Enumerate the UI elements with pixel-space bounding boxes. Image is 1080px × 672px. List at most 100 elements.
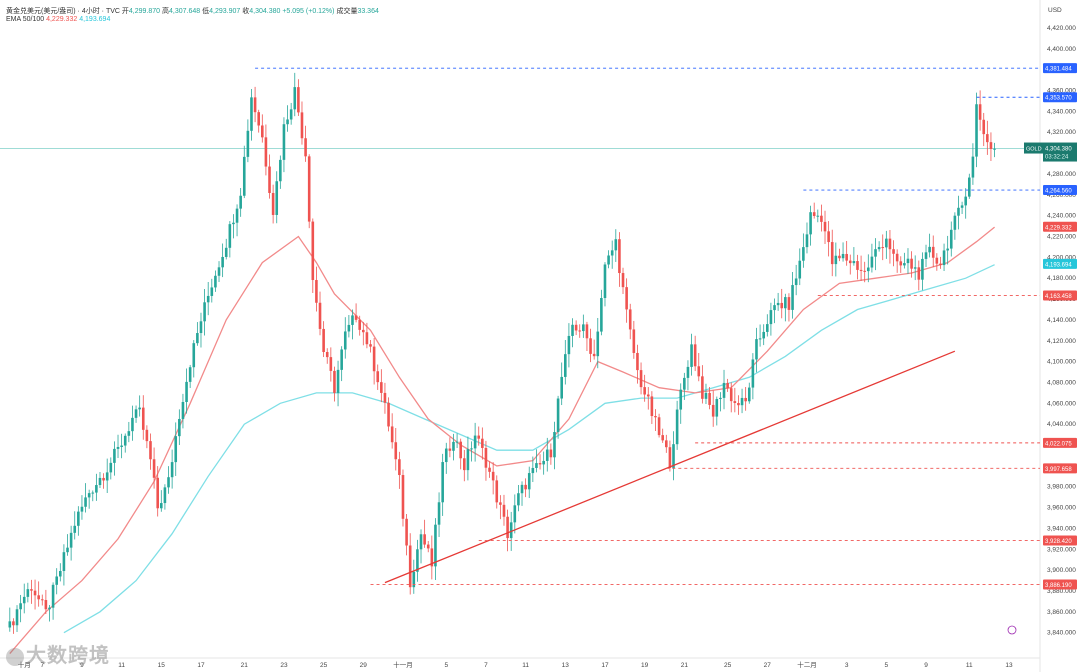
- candle-body: [542, 460, 545, 465]
- candle-body: [982, 119, 986, 135]
- y-tick-label: 4,340.000: [1047, 108, 1076, 115]
- y-tick-label: 3,980.000: [1047, 484, 1076, 491]
- y-tick-label: 4,060.000: [1047, 400, 1076, 407]
- y-tick-label: 3,880.000: [1047, 588, 1076, 595]
- ema-legend[interactable]: EMA 50/100 4,229.332 4,193.694: [6, 16, 110, 23]
- candle-body: [917, 267, 921, 280]
- candle-body: [387, 402, 390, 427]
- candle-body: [867, 267, 870, 272]
- candle-body: [701, 376, 704, 399]
- candle-body: [946, 248, 949, 251]
- candle-body: [77, 511, 80, 526]
- candle-body: [567, 335, 571, 355]
- y-tick-label: 4,100.000: [1047, 359, 1076, 366]
- x-tick-label: 13: [1005, 662, 1013, 669]
- level-badge-label: 3,886.190: [1045, 583, 1072, 589]
- candle-body: [362, 329, 365, 333]
- candle-body: [960, 205, 964, 208]
- candle-body: [470, 448, 473, 450]
- currency-label: USD: [1048, 7, 1062, 14]
- y-tick-label: 3,860.000: [1047, 609, 1076, 616]
- low-label: 低: [202, 8, 210, 15]
- y-tick-label: 4,320.000: [1047, 129, 1076, 136]
- x-tick-label: 25: [320, 662, 328, 669]
- candle-body: [564, 354, 567, 377]
- candle-body: [170, 462, 174, 478]
- candle-body: [463, 458, 466, 471]
- candle-body: [343, 331, 347, 350]
- candle-body: [556, 398, 560, 433]
- candle-body: [733, 401, 737, 404]
- candle-body: [152, 459, 156, 478]
- candle-body: [437, 502, 441, 525]
- candle-body: [589, 338, 592, 354]
- chart-settings-icon[interactable]: [1007, 625, 1017, 635]
- candle-body: [686, 366, 690, 378]
- x-tick-label: 13: [562, 662, 570, 669]
- candle-body: [275, 181, 279, 215]
- candle-body: [704, 392, 708, 399]
- x-tick-label: 21: [241, 662, 249, 669]
- candle-body: [19, 603, 22, 610]
- level-badge: [1043, 63, 1077, 74]
- ema50-value: 4,229.332: [46, 16, 78, 23]
- y-tick-label: 4,180.000: [1047, 275, 1076, 282]
- candle-body: [499, 502, 502, 505]
- level-badge-label: 4,353.570: [1045, 96, 1072, 102]
- candle-body: [203, 302, 206, 322]
- candle-body: [780, 302, 784, 309]
- candle-body: [441, 462, 444, 503]
- candle-body: [993, 148, 996, 150]
- candle-body: [210, 287, 214, 296]
- candle-body: [228, 224, 232, 248]
- candle-body: [261, 125, 264, 138]
- candle-body: [957, 207, 960, 216]
- candle-body: [762, 331, 765, 339]
- candle-body: [55, 576, 58, 585]
- candle-body: [636, 352, 639, 371]
- candle-body: [791, 285, 794, 310]
- candle-body: [823, 221, 827, 232]
- y-tick-label: 3,960.000: [1047, 505, 1076, 512]
- candle-body: [365, 332, 369, 345]
- level-badge-label: 4,264.560: [1045, 189, 1072, 195]
- candle-body: [708, 392, 711, 405]
- x-tick-label: 十二月: [797, 660, 817, 669]
- candle-body: [986, 134, 989, 143]
- candle-body: [358, 319, 361, 330]
- candle-body: [693, 344, 697, 367]
- candle-body: [491, 471, 495, 481]
- candle-body: [538, 463, 542, 465]
- candle-body: [33, 590, 37, 596]
- candle-body: [444, 448, 448, 463]
- countdown-label: 03:32:24: [1045, 155, 1069, 161]
- candle-body: [798, 260, 802, 279]
- watermark-logo-icon: [6, 648, 24, 666]
- candle-body: [37, 595, 40, 600]
- ema100-line: [63, 264, 995, 634]
- candle-body: [830, 242, 834, 265]
- candle-body: [232, 222, 235, 225]
- candle-body: [502, 504, 506, 517]
- y-tick-label: 4,040.000: [1047, 421, 1076, 428]
- candle-body: [895, 253, 899, 262]
- candle-body: [318, 302, 322, 329]
- candle-body: [834, 255, 838, 265]
- candle-body: [282, 124, 286, 160]
- candle-body: [188, 367, 192, 382]
- candle-body: [787, 297, 791, 310]
- candle-body: [105, 472, 109, 481]
- candle-body: [120, 445, 123, 447]
- candle-body: [257, 112, 260, 126]
- candle-body: [98, 477, 102, 486]
- candle-body: [863, 270, 866, 272]
- candle-body: [596, 331, 600, 357]
- x-tick-label: 11: [118, 662, 125, 669]
- candle-body: [95, 485, 98, 493]
- y-tick-label: 4,420.000: [1047, 25, 1076, 32]
- candle-body: [8, 621, 12, 628]
- candle-body: [841, 253, 845, 259]
- candle-body: [62, 552, 66, 571]
- candle-body: [311, 221, 315, 281]
